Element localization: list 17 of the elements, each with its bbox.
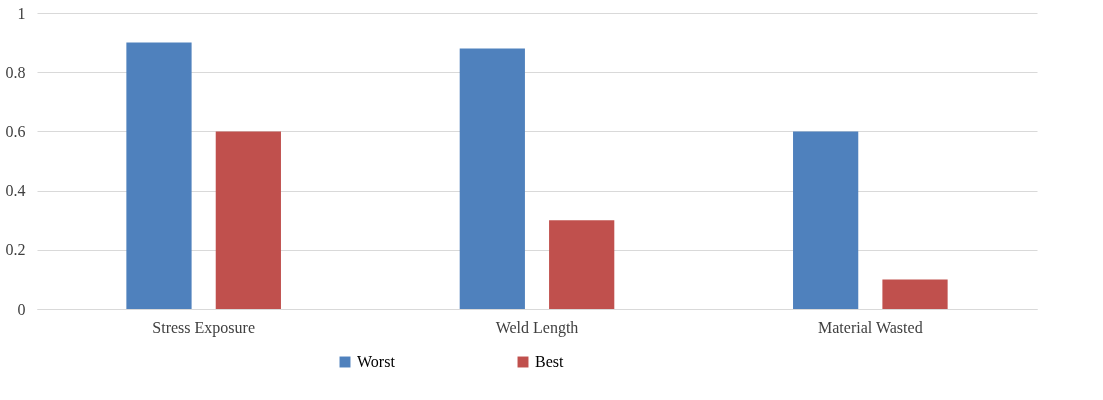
legend-label: Best bbox=[535, 353, 564, 370]
x-tick-label: Material Wasted bbox=[818, 318, 923, 336]
bar bbox=[126, 42, 192, 309]
bar bbox=[549, 220, 615, 309]
y-tick-label: 0.6 bbox=[5, 122, 26, 140]
x-tick-label: Stress Exposure bbox=[152, 318, 255, 337]
bar bbox=[793, 131, 859, 309]
bar bbox=[215, 131, 281, 309]
x-tick-label: Weld Length bbox=[495, 318, 579, 337]
y-tick-label: 0.8 bbox=[5, 63, 26, 81]
y-tick-label: 0.2 bbox=[5, 241, 26, 259]
y-tick-label: 0.4 bbox=[5, 182, 26, 200]
bar bbox=[882, 279, 948, 309]
y-tick-label: 0 bbox=[17, 300, 26, 318]
y-tick-label: 1 bbox=[17, 4, 26, 22]
legend-label: Worst bbox=[357, 353, 396, 370]
bar bbox=[459, 48, 525, 309]
